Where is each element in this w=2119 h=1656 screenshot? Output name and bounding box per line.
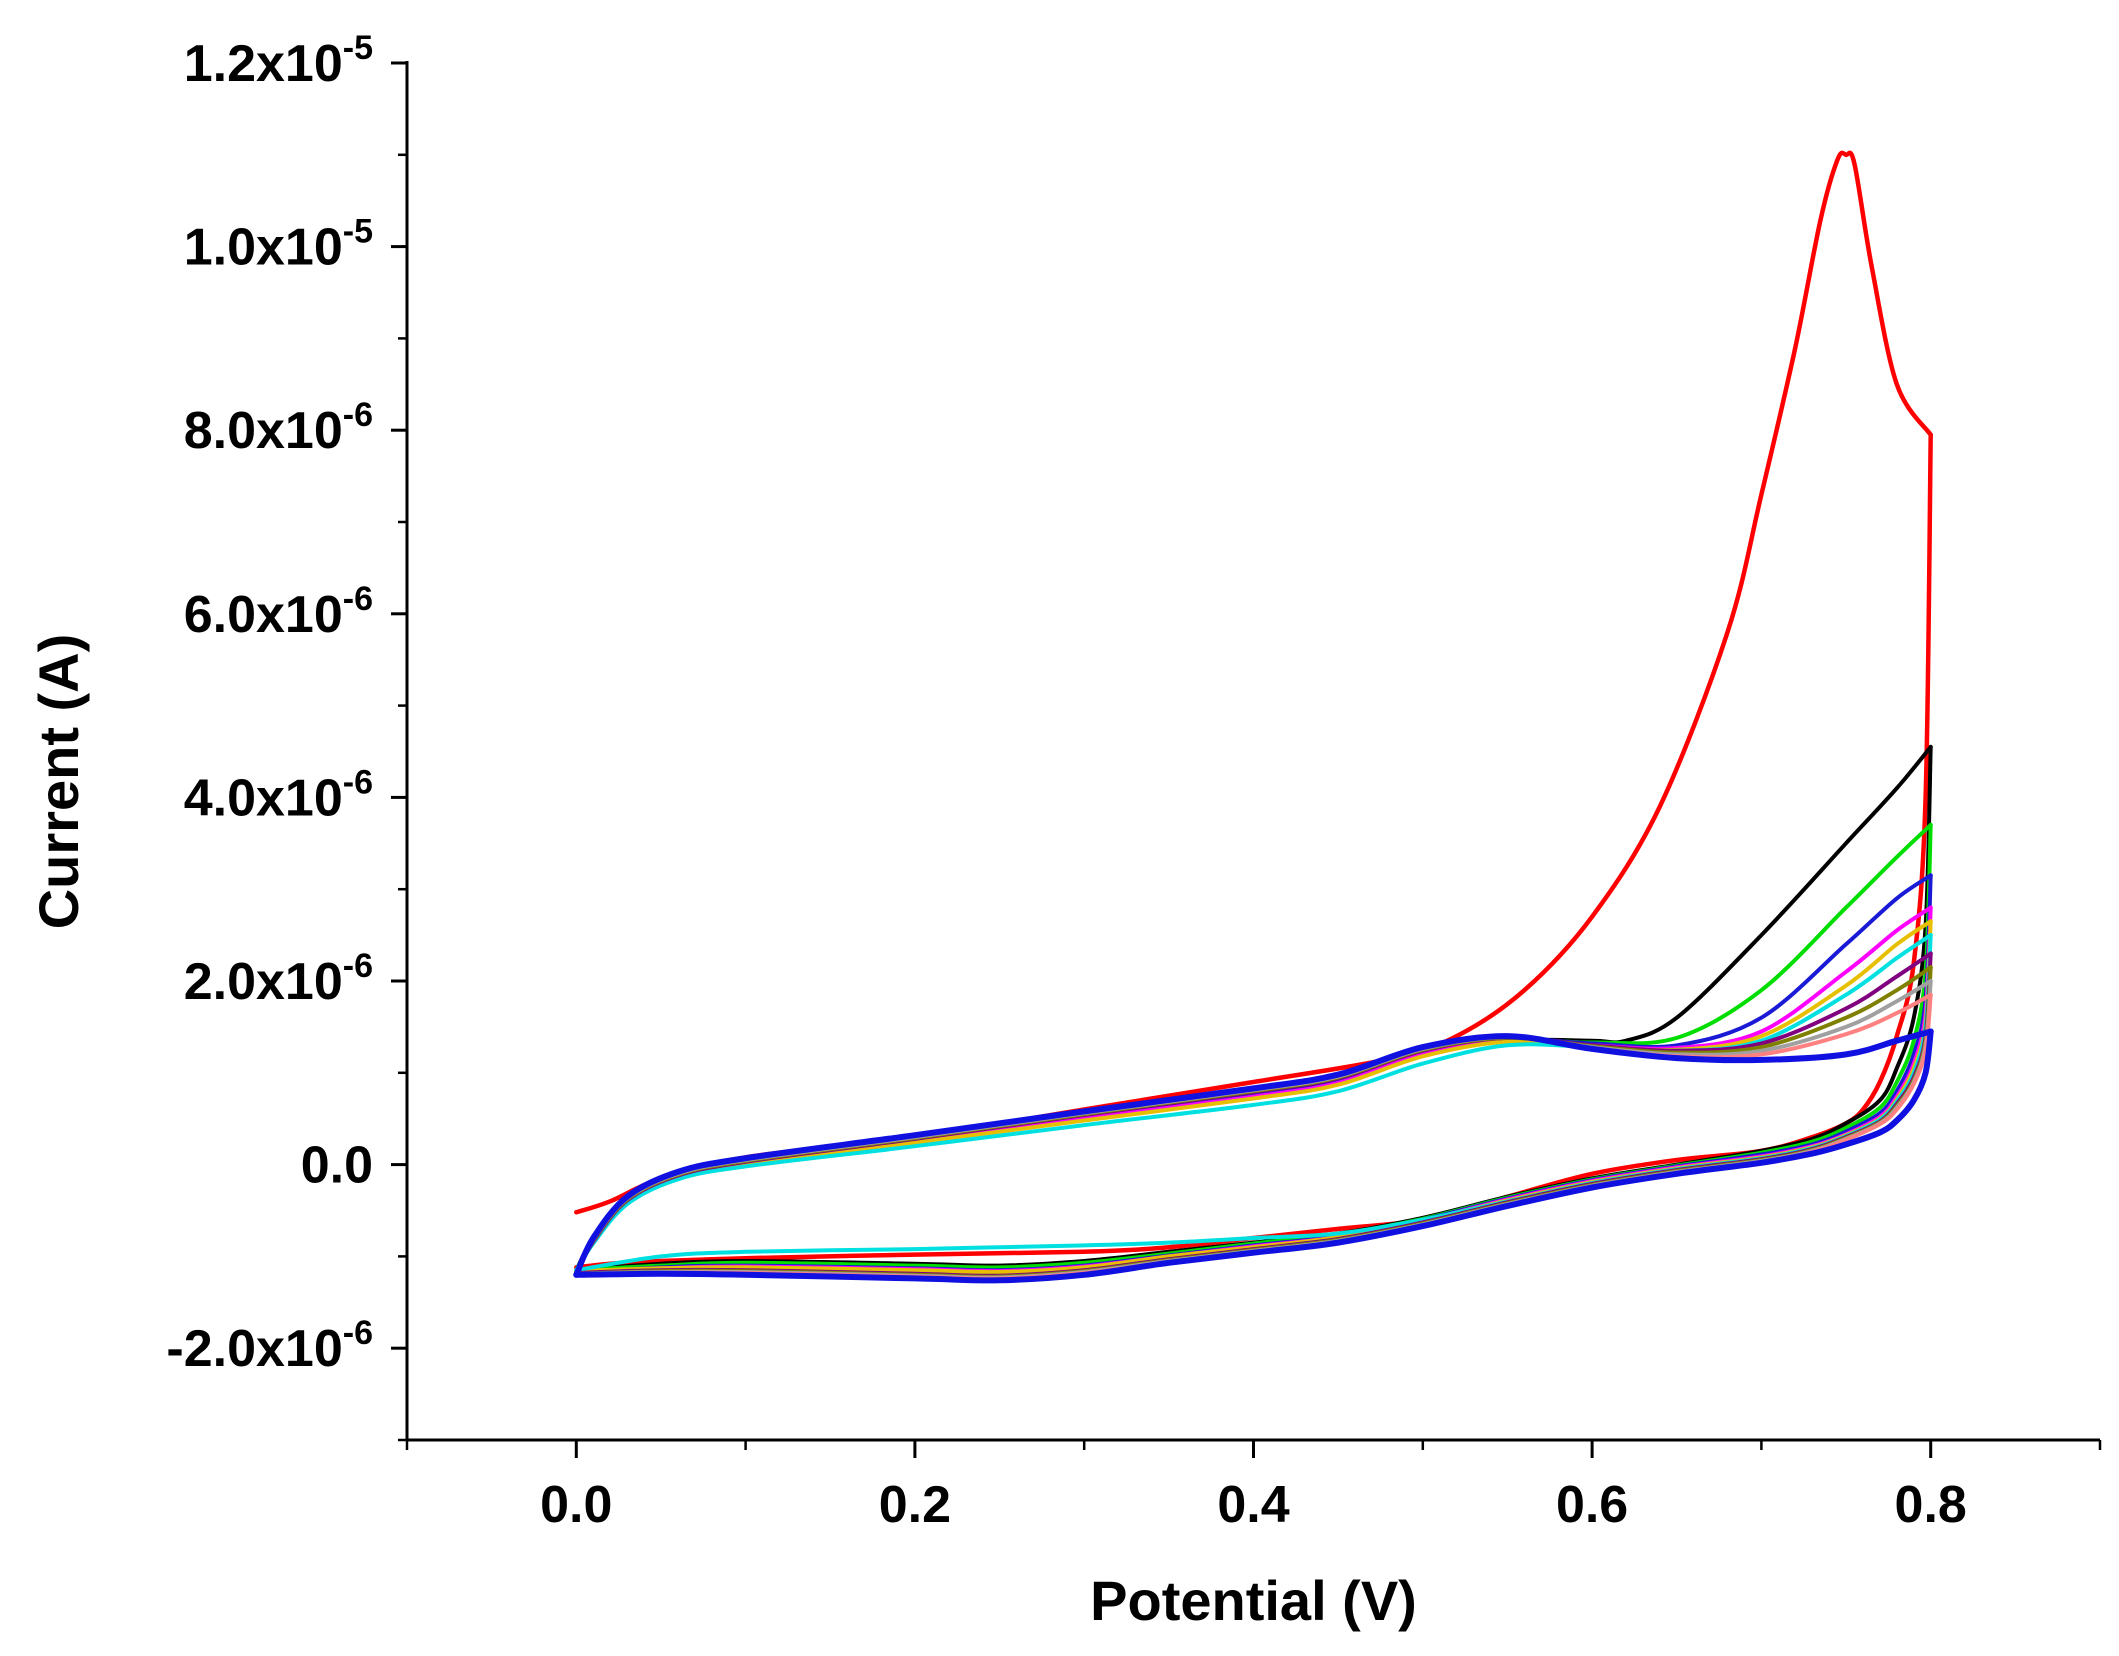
y-tick-label: 1.0x10-5	[184, 213, 373, 277]
series-8-forward-scan	[574, 951, 1933, 1275]
y-tick-mantissa: 1.2x10	[184, 35, 343, 93]
y-tick-exponent: -5	[343, 29, 373, 67]
series-4-reverse-scan	[574, 873, 1933, 1275]
series-12-forward-scan	[573, 1028, 1934, 1278]
x-tick-label: 0.4	[1217, 1476, 1289, 1534]
y-tick-label: -2.0x10-6	[166, 1314, 373, 1378]
series-12	[573, 1028, 1934, 1284]
series-4	[574, 873, 1933, 1275]
series-8	[574, 951, 1933, 1278]
curves-layer	[573, 150, 1934, 1284]
y-tick-exponent: -6	[343, 763, 373, 801]
x-axis-title: Potential (V)	[1090, 1569, 1417, 1632]
x-ticks: 0.0 0.2 0.4 0.6 0.8	[405, 1440, 2102, 1534]
y-tick-mantissa: 6.0x10	[184, 586, 343, 644]
series-8-reverse-scan	[574, 951, 1933, 1278]
y-tick-mantissa: 0.0	[301, 1137, 373, 1195]
series-2-reverse-scan	[574, 744, 1933, 1273]
x-tick-label: 0.0	[540, 1476, 612, 1534]
y-tick-exponent: -6	[343, 1314, 373, 1352]
x-tick-label: 0.6	[1556, 1476, 1628, 1534]
series-6	[574, 919, 1933, 1275]
y-tick-exponent: -5	[343, 213, 373, 251]
series-10-reverse-scan	[574, 979, 1933, 1280]
y-tick-label: 6.0x10-6	[184, 580, 373, 644]
series-4-forward-scan	[574, 873, 1933, 1275]
y-tick-exponent: -6	[343, 580, 373, 618]
series-12-reverse-scan	[573, 1028, 1934, 1284]
series-10-forward-scan	[574, 979, 1933, 1276]
series-7-reverse-scan	[574, 933, 1933, 1273]
axes-layer	[405, 61, 2100, 1442]
y-tick-mantissa: 1.0x10	[184, 219, 343, 277]
y-tick-mantissa: 4.0x10	[184, 769, 343, 827]
y-tick-label: 4.0x10-6	[184, 763, 373, 827]
y-tick-mantissa: -2.0x10	[166, 1320, 342, 1378]
series-2	[574, 744, 1933, 1273]
x-tick-label: 0.2	[879, 1476, 951, 1534]
series-2-forward-scan	[574, 744, 1933, 1273]
y-tick-exponent: -6	[343, 947, 373, 985]
series-7-forward-scan	[574, 933, 1933, 1273]
y-ticks: -2.0x10-60.02.0x10-64.0x10-66.0x10-68.0x…	[166, 29, 407, 1442]
series-7	[574, 933, 1933, 1273]
y-tick-label: 1.2x10-5	[184, 29, 373, 93]
y-tick-label: 8.0x10-6	[184, 396, 373, 460]
series-1-reverse-scan	[574, 432, 1933, 1270]
y-tick-mantissa: 2.0x10	[184, 953, 343, 1011]
x-tick-label: 0.8	[1895, 1476, 1967, 1534]
series-10	[574, 979, 1933, 1280]
y-tick-mantissa: 8.0x10	[184, 402, 343, 460]
y-tick-label: 0.0	[301, 1137, 373, 1195]
y-axis-title: Current (A)	[27, 634, 90, 930]
series-11-forward-scan	[574, 992, 1933, 1277]
y-tick-label: 2.0x10-6	[184, 947, 373, 1011]
y-tick-exponent: -6	[343, 396, 373, 434]
